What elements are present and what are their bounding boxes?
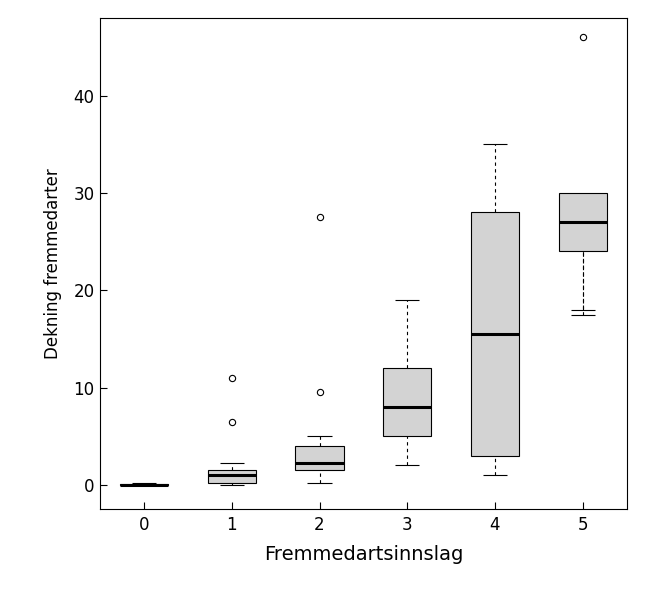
Bar xyxy=(559,193,607,252)
Y-axis label: Dekning fremmedarter: Dekning fremmedarter xyxy=(45,168,62,359)
Bar xyxy=(383,368,432,436)
X-axis label: Fremmedartsinnslag: Fremmedartsinnslag xyxy=(264,545,463,564)
Bar xyxy=(295,446,344,470)
Bar xyxy=(207,470,256,483)
Bar xyxy=(471,213,519,456)
